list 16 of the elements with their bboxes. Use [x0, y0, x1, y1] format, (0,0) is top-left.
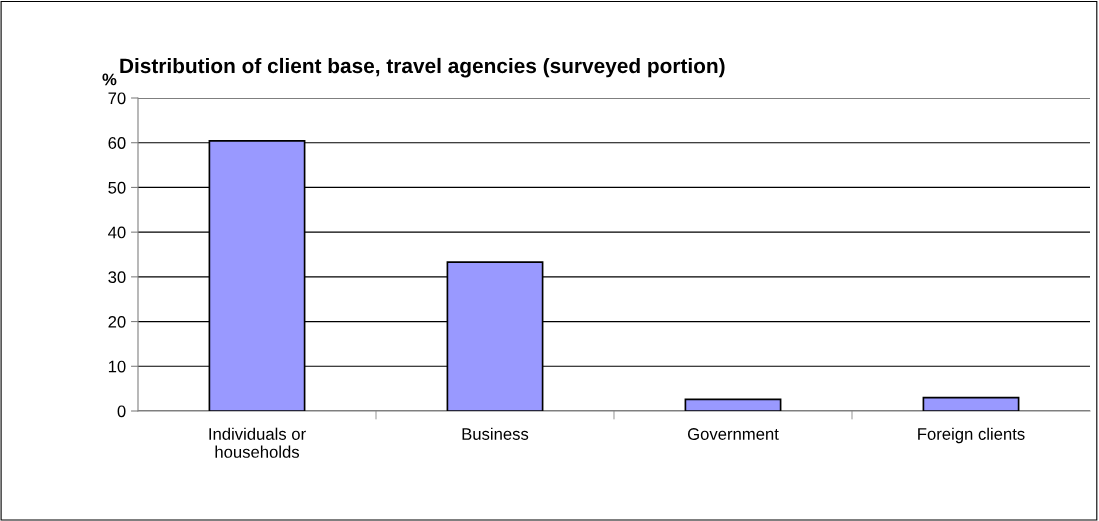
- y-tick-label: 70: [108, 92, 126, 105]
- y-axis-title: %: [102, 73, 117, 86]
- bar: [684, 398, 782, 411]
- x-tick-label: Business: [462, 427, 529, 440]
- y-tick-label: 0: [117, 405, 126, 418]
- y-tick-label: 30: [108, 271, 126, 284]
- y-tick-label: 50: [108, 181, 126, 194]
- x-tick-label: Foreign clients: [918, 427, 1025, 444]
- chart-title: Distribution of client base, travel agencies (surveyed portion): [120, 57, 725, 78]
- y-tick-label: 60: [108, 137, 126, 149]
- y-tick-label: 10: [108, 360, 126, 373]
- y-tick-label: 20: [108, 315, 126, 328]
- y-tick-label: 40: [108, 226, 126, 239]
- bar: [922, 396, 1020, 411]
- x-tick-label: Government: [687, 428, 779, 440]
- x-tick-label: Individuals or households: [209, 427, 306, 458]
